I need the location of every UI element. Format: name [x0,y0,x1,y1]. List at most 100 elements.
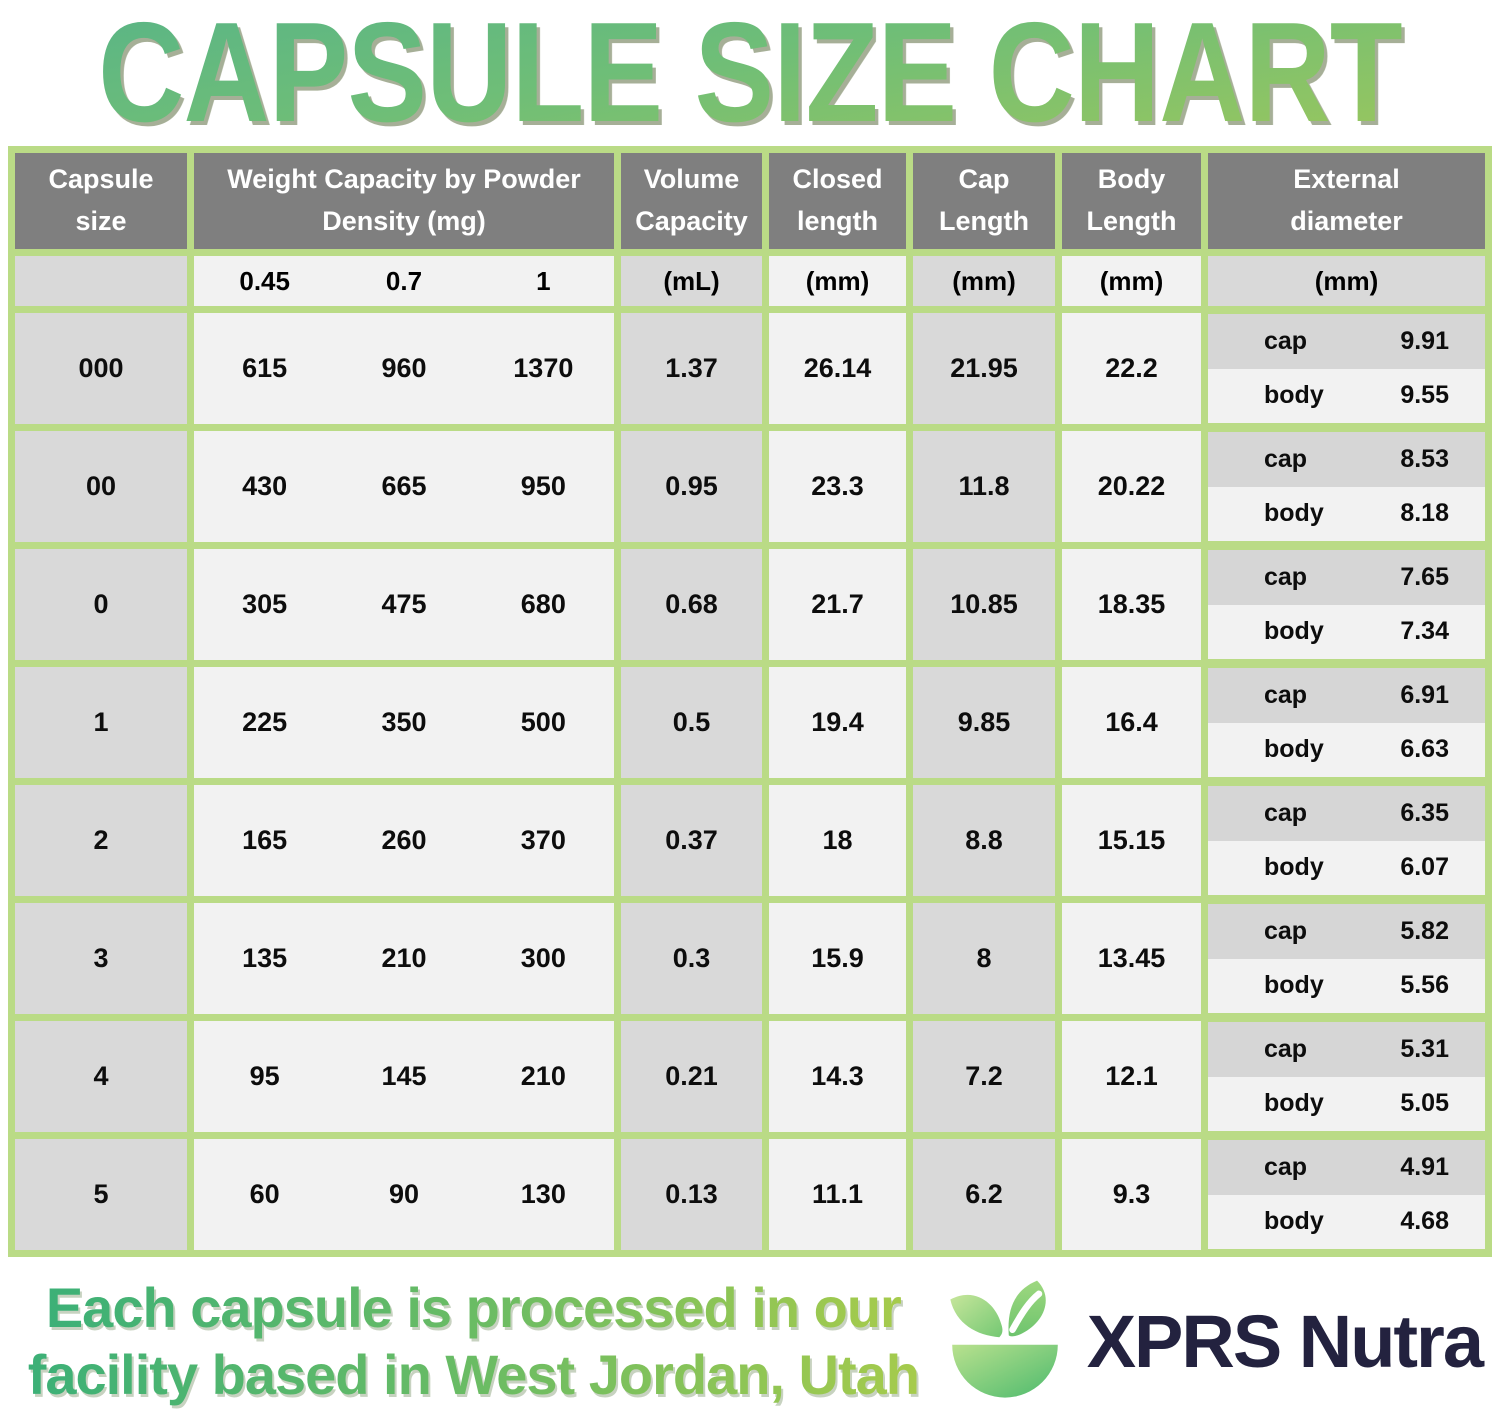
cell-cap-length: 21.95 [913,313,1055,424]
cap-label: cap [1264,326,1308,355]
cap-diameter-value: 4.91 [1400,1152,1449,1181]
body-label: body [1264,499,1324,528]
body-label: body [1264,617,1324,646]
cell-body-length: 12.1 [1062,1021,1201,1132]
weight-density-07: 145 [381,1061,427,1091]
table-row: 5 60 90 130 0.13 11.1 6.2 9.3 cap 4.91 b… [15,1139,1485,1250]
cell-weight-capacities: 430 665 950 [194,431,614,542]
cell-capsule-size: 00 [15,431,187,542]
cell-weight-capacities: 135 210 300 [194,903,614,1014]
cell-body-length: 9.3 [1062,1139,1201,1250]
weight-density-045: 225 [242,707,288,737]
footer-tagline-line1: Each capsule is processed in our [46,1274,902,1341]
cell-body-length: 18.35 [1062,549,1201,660]
cell-body-length: 22.2 [1062,313,1201,424]
external-diameter-body-row: body 6.07 [1208,840,1485,895]
external-diameter-cap-row: cap 5.82 [1208,904,1485,959]
cell-cap-length: 6.2 [913,1139,1055,1250]
table-row: 4 95 145 210 0.21 14.3 7.2 12.1 cap 5.31… [15,1021,1485,1132]
table-header-row: Capsule size Weight Capacity by Powder D… [15,153,1485,249]
table-row: 2 165 260 370 0.37 18 8.8 15.15 cap 6.35… [15,785,1485,896]
cell-volume-capacity: 0.21 [621,1021,762,1132]
unit-external-diameter: (mm) [1208,256,1485,306]
table-units-row: 0.45 0.7 1 (mL) (mm) (mm) (mm) (mm) [15,256,1485,306]
cell-volume-capacity: 0.37 [621,785,762,896]
weight-density-045: 60 [249,1179,280,1209]
cap-label: cap [1264,798,1308,827]
cap-label: cap [1264,444,1308,473]
weight-density-07: 960 [381,353,427,383]
cap-diameter-value: 9.91 [1400,326,1449,355]
cell-capsule-size: 0 [15,549,187,660]
header-cap-length: Cap Length [913,153,1055,249]
cap-diameter-value: 6.91 [1400,680,1449,709]
body-diameter-value: 9.55 [1400,381,1449,410]
table-row: 000 615 960 1370 1.37 26.14 21.95 22.2 c… [15,313,1485,424]
cell-closed-length: 11.1 [769,1139,906,1250]
footer: Each capsule is processed in our facilit… [0,1257,1500,1425]
weight-density-1: 370 [520,825,566,855]
brand-logo: XPRS Nutra [939,1274,1484,1408]
weight-density-045: 430 [242,471,288,501]
cell-body-length: 16.4 [1062,667,1201,778]
external-diameter-cap-row: cap 9.91 [1208,314,1485,369]
cell-volume-capacity: 0.95 [621,431,762,542]
header-weight-capacity: Weight Capacity by Powder Density (mg) [194,153,614,249]
unit-cap-length: (mm) [913,256,1055,306]
brand-name: XPRS Nutra [1086,1299,1484,1383]
cell-external-diameter: cap 6.35 body 6.07 [1208,785,1485,896]
density-value: 1 [536,265,551,296]
cap-diameter-value: 5.31 [1400,1034,1449,1063]
external-diameter-cap-row: cap 8.53 [1208,432,1485,487]
cell-cap-length: 9.85 [913,667,1055,778]
weight-density-045: 305 [242,589,288,619]
cell-weight-capacities: 60 90 130 [194,1139,614,1250]
header-capsule-size: Capsule size [15,153,187,249]
cap-diameter-value: 7.65 [1400,562,1449,591]
cell-capsule-size: 2 [15,785,187,896]
cap-label: cap [1264,1152,1308,1181]
table-row: 3 135 210 300 0.3 15.9 8 13.45 cap 5.82 … [15,903,1485,1014]
density-value: 0.45 [239,265,290,296]
cell-weight-capacities: 615 960 1370 [194,313,614,424]
table-body: 000 615 960 1370 1.37 26.14 21.95 22.2 c… [15,313,1485,1250]
weight-density-1: 500 [520,707,566,737]
external-diameter-body-row: body 5.56 [1208,958,1485,1013]
cell-volume-capacity: 0.13 [621,1139,762,1250]
cell-volume-capacity: 0.68 [621,549,762,660]
header-volume-capacity: Volume Capacity [621,153,762,249]
cell-volume-capacity: 0.3 [621,903,762,1014]
body-diameter-value: 7.34 [1400,617,1449,646]
cell-weight-capacities: 165 260 370 [194,785,614,896]
external-diameter-cap-row: cap 7.65 [1208,550,1485,605]
cell-external-diameter: cap 5.82 body 5.56 [1208,903,1485,1014]
weight-density-07: 475 [381,589,427,619]
cap-diameter-value: 8.53 [1400,444,1449,473]
body-label: body [1264,381,1324,410]
units-capsule-size-empty [15,256,187,306]
weight-density-1: 680 [520,589,566,619]
units-powder-densities: 0.45 0.7 1 [194,256,614,306]
cell-external-diameter: cap 8.53 body 8.18 [1208,431,1485,542]
cell-capsule-size: 3 [15,903,187,1014]
body-diameter-value: 4.68 [1400,1207,1449,1236]
body-diameter-value: 6.63 [1400,735,1449,764]
body-label: body [1264,735,1324,764]
cell-closed-length: 14.3 [769,1021,906,1132]
cap-diameter-value: 6.35 [1400,798,1449,827]
cell-external-diameter: cap 7.65 body 7.34 [1208,549,1485,660]
weight-density-045: 165 [242,825,288,855]
unit-body-length: (mm) [1062,256,1201,306]
weight-density-07: 260 [381,825,427,855]
weight-density-1: 950 [520,471,566,501]
external-diameter-body-row: body 8.18 [1208,486,1485,541]
mortar-leaves-icon [950,1280,1058,1398]
cell-capsule-size: 000 [15,313,187,424]
density-value: 0.7 [385,265,423,296]
weight-density-045: 615 [242,353,288,383]
cell-capsule-size: 4 [15,1021,187,1132]
header-body-length: Body Length [1062,153,1201,249]
table-row: 1 225 350 500 0.5 19.4 9.85 16.4 cap 6.9… [15,667,1485,778]
external-diameter-body-row: body 9.55 [1208,368,1485,423]
weight-density-1: 1370 [513,353,574,383]
